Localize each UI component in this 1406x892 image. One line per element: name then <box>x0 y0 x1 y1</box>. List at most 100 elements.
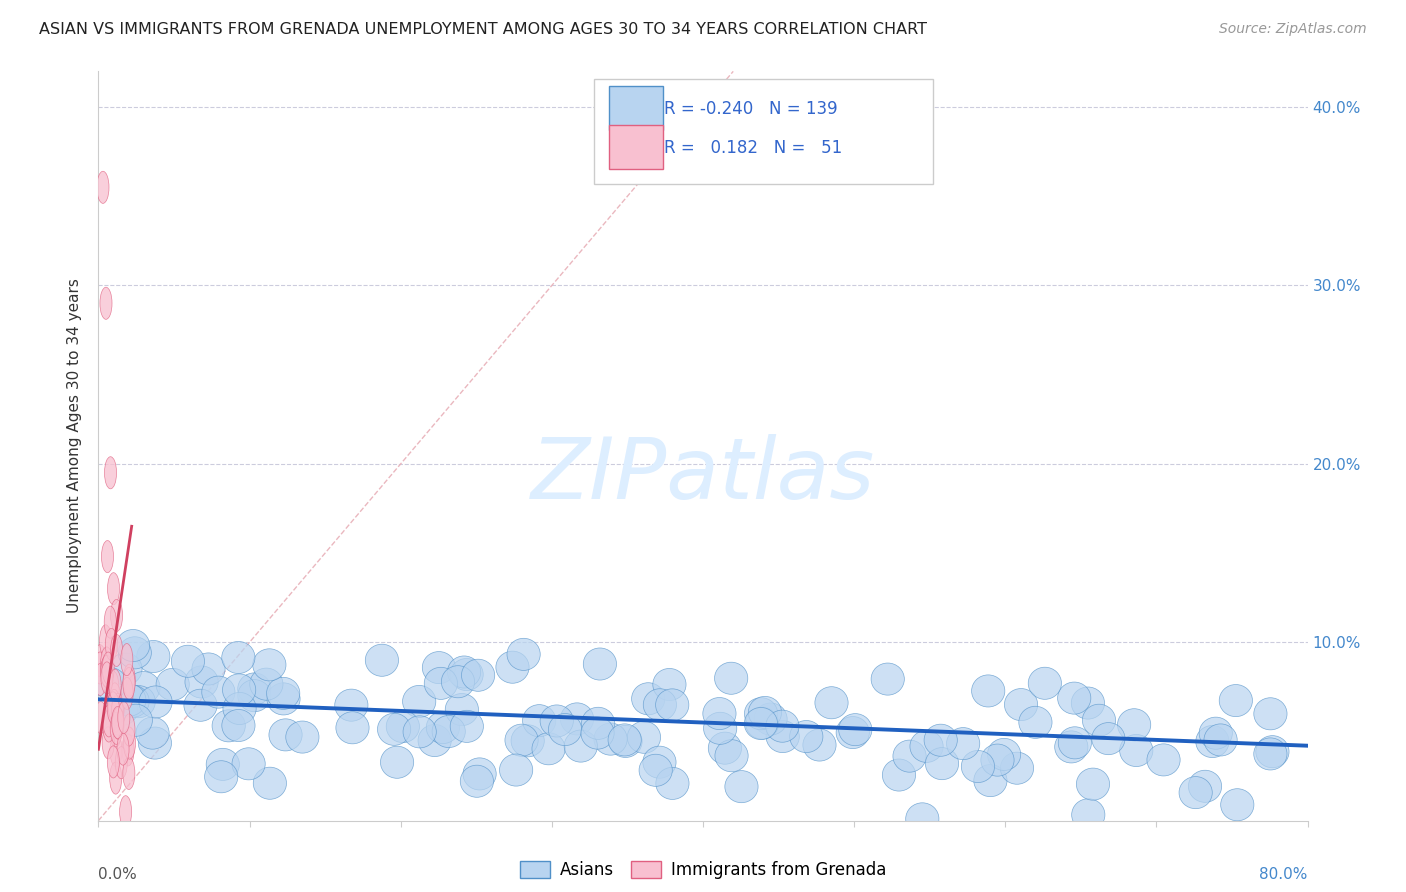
Ellipse shape <box>105 628 117 660</box>
Ellipse shape <box>1180 777 1212 809</box>
Ellipse shape <box>139 686 172 718</box>
Ellipse shape <box>1059 727 1091 759</box>
Ellipse shape <box>838 714 872 746</box>
Ellipse shape <box>1199 717 1233 749</box>
Ellipse shape <box>1091 723 1125 755</box>
Ellipse shape <box>561 703 593 735</box>
Text: 0.0%: 0.0% <box>98 867 138 882</box>
Ellipse shape <box>110 704 122 736</box>
Ellipse shape <box>336 712 370 744</box>
Ellipse shape <box>103 727 114 759</box>
Ellipse shape <box>510 725 544 757</box>
Ellipse shape <box>104 457 117 489</box>
Ellipse shape <box>111 634 122 666</box>
Ellipse shape <box>924 724 957 756</box>
Ellipse shape <box>122 686 155 718</box>
Ellipse shape <box>972 675 1005 707</box>
Ellipse shape <box>962 750 994 782</box>
Ellipse shape <box>101 656 112 688</box>
Ellipse shape <box>531 732 565 764</box>
Ellipse shape <box>93 667 127 699</box>
Ellipse shape <box>100 287 112 319</box>
Ellipse shape <box>402 685 436 717</box>
Ellipse shape <box>655 689 689 721</box>
Ellipse shape <box>1057 682 1091 714</box>
Ellipse shape <box>201 676 235 708</box>
FancyBboxPatch shape <box>609 87 664 130</box>
Ellipse shape <box>450 658 484 690</box>
Ellipse shape <box>101 662 112 694</box>
Ellipse shape <box>122 667 135 699</box>
Ellipse shape <box>1254 698 1286 730</box>
Ellipse shape <box>837 716 869 748</box>
Ellipse shape <box>426 712 460 744</box>
Ellipse shape <box>1001 752 1033 784</box>
Ellipse shape <box>461 659 495 691</box>
Ellipse shape <box>505 724 538 756</box>
Ellipse shape <box>643 746 676 778</box>
Ellipse shape <box>108 690 121 722</box>
Ellipse shape <box>1118 708 1150 740</box>
Ellipse shape <box>766 710 799 742</box>
Text: R = -0.240   N = 139: R = -0.240 N = 139 <box>664 100 838 118</box>
Ellipse shape <box>790 721 823 753</box>
Ellipse shape <box>508 639 540 671</box>
Ellipse shape <box>564 730 598 762</box>
Ellipse shape <box>101 655 112 687</box>
Ellipse shape <box>872 663 904 695</box>
Ellipse shape <box>138 727 172 759</box>
Ellipse shape <box>441 665 475 698</box>
Ellipse shape <box>582 707 614 739</box>
Ellipse shape <box>581 717 614 749</box>
Ellipse shape <box>120 796 132 828</box>
Ellipse shape <box>583 648 617 680</box>
Text: ZIPatlas: ZIPatlas <box>531 434 875 517</box>
Ellipse shape <box>101 541 114 573</box>
Ellipse shape <box>803 729 837 761</box>
Ellipse shape <box>186 666 218 698</box>
Ellipse shape <box>238 673 271 705</box>
Ellipse shape <box>1204 724 1237 756</box>
Ellipse shape <box>250 668 283 700</box>
Ellipse shape <box>974 764 1007 797</box>
Ellipse shape <box>112 693 124 725</box>
Ellipse shape <box>404 715 436 747</box>
Ellipse shape <box>377 714 411 746</box>
Ellipse shape <box>238 680 271 712</box>
Ellipse shape <box>496 651 529 683</box>
Ellipse shape <box>714 739 748 772</box>
Ellipse shape <box>1188 771 1222 803</box>
Ellipse shape <box>883 759 915 791</box>
FancyBboxPatch shape <box>595 78 932 184</box>
Ellipse shape <box>222 709 254 741</box>
Ellipse shape <box>111 696 124 728</box>
Ellipse shape <box>108 682 121 714</box>
Ellipse shape <box>122 757 135 789</box>
Ellipse shape <box>207 748 239 780</box>
Ellipse shape <box>118 637 152 669</box>
Ellipse shape <box>1119 734 1153 766</box>
Text: R =   0.182   N =   51: R = 0.182 N = 51 <box>664 139 842 157</box>
Ellipse shape <box>100 624 111 657</box>
Ellipse shape <box>335 690 368 722</box>
Ellipse shape <box>103 705 115 737</box>
Ellipse shape <box>450 710 484 742</box>
Ellipse shape <box>1254 738 1286 770</box>
Ellipse shape <box>432 715 465 747</box>
Ellipse shape <box>1220 789 1254 821</box>
Ellipse shape <box>981 744 1014 776</box>
Ellipse shape <box>703 712 737 744</box>
Ellipse shape <box>1054 731 1088 763</box>
Ellipse shape <box>111 599 122 632</box>
Ellipse shape <box>1147 744 1180 776</box>
Ellipse shape <box>607 723 641 756</box>
Text: Source: ZipAtlas.com: Source: ZipAtlas.com <box>1219 22 1367 37</box>
Ellipse shape <box>94 652 107 684</box>
Ellipse shape <box>103 705 115 737</box>
Ellipse shape <box>172 645 204 677</box>
Ellipse shape <box>644 689 676 721</box>
Ellipse shape <box>121 677 134 709</box>
Ellipse shape <box>631 682 665 714</box>
Ellipse shape <box>640 755 672 787</box>
FancyBboxPatch shape <box>609 125 664 169</box>
